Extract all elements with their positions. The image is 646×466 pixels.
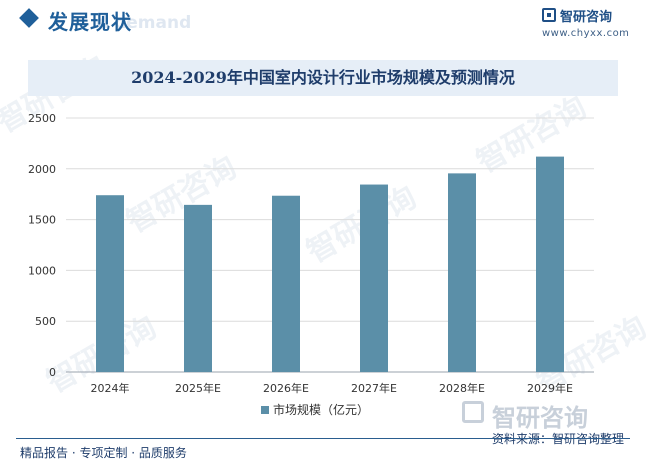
chart-title: 2024-2029年中国室内设计行业市场规模及预测情况: [131, 68, 515, 87]
source-note: 资料来源：智研咨询整理: [491, 432, 624, 446]
section-subtitle-ghost: d demand: [96, 13, 192, 33]
footer-brand-logo: 智研咨询: [462, 398, 624, 432]
footer-slogan: 精品报告 · 专项定制 · 品质服务: [20, 446, 187, 460]
bar: [448, 173, 476, 372]
section-title: 发展现状: [48, 10, 132, 34]
logo-icon: [462, 401, 484, 423]
y-tick-label: 2500: [28, 112, 56, 125]
bar: [184, 204, 212, 372]
brand-url: www.chyxx.com: [542, 28, 630, 39]
footer-divider: [16, 438, 630, 439]
y-tick-label: 0: [49, 366, 56, 379]
brand-name: 智研咨询: [560, 10, 613, 25]
x-tick-label: 2025年E: [175, 381, 221, 395]
y-tick-label: 1000: [28, 264, 56, 277]
x-tick-label: 2029年E: [527, 381, 573, 395]
bar: [96, 195, 124, 372]
page-header: d demand 发展现状 智研咨询 www.chyxx.com: [0, 0, 646, 44]
legend-label: 市场规模（亿元）: [273, 402, 369, 417]
y-tick-label: 500: [35, 315, 56, 328]
y-tick-label: 2000: [28, 163, 56, 176]
bar: [272, 195, 300, 372]
x-tick-label: 2024年: [91, 381, 130, 395]
y-tick-label: 1500: [28, 214, 56, 227]
logo-icon: [542, 8, 556, 22]
x-tick-label: 2027年E: [351, 381, 397, 395]
chart-title-bar: 2024-2029年中国室内设计行业市场规模及预测情况: [28, 60, 618, 96]
footer-brand-name: 智研咨询: [492, 404, 588, 432]
bar: [536, 156, 564, 372]
legend-swatch: [261, 406, 269, 414]
brand-logo: 智研咨询 www.chyxx.com: [542, 6, 629, 40]
x-tick-label: 2026年E: [263, 381, 309, 395]
x-tick-label: 2028年E: [439, 381, 485, 395]
bar: [360, 184, 388, 372]
